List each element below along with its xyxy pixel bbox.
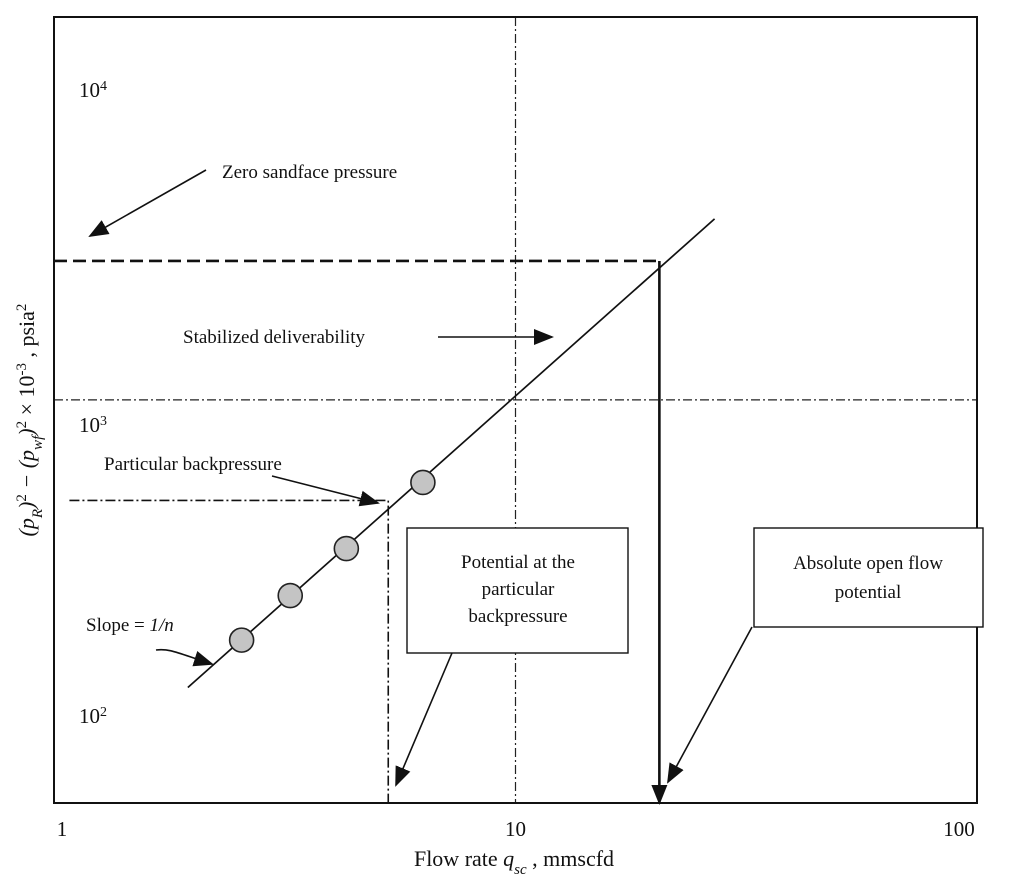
y-axis-title: (pR)2 − (pwf)2 × 10-3 , psia2 xyxy=(14,304,46,537)
stabilized-deliverability-label: Stabilized deliverability xyxy=(183,327,366,348)
x-tick-labels: 1 10 100 xyxy=(57,817,975,841)
potential-callout-arrow xyxy=(395,652,453,787)
aof-callout-arrow xyxy=(667,626,753,784)
particular-backpressure-label: Particular backpressure xyxy=(104,454,282,475)
zero-sandface-label: Zero sandface pressure xyxy=(222,162,397,183)
plot-frame xyxy=(53,16,978,804)
y-tick-label-1000: 103 xyxy=(79,413,107,437)
data-point-3 xyxy=(333,535,360,562)
potential-callout-line-3: backpressure xyxy=(468,606,567,627)
x-tick-label-1: 1 xyxy=(57,817,68,841)
potential-callout-line-1: Potential at the xyxy=(461,552,575,573)
aof-callout-line-1: Absolute open flow xyxy=(793,553,943,574)
y-tick-label-10000: 104 xyxy=(79,78,107,102)
zero-sandface-arrow xyxy=(88,169,207,237)
potential-callout-box xyxy=(406,527,629,654)
potential-callout-line-2: particular xyxy=(482,579,555,600)
data-points xyxy=(228,469,436,653)
slope-arrow xyxy=(155,648,214,667)
data-point-1 xyxy=(228,627,255,653)
aof-callout-box xyxy=(753,527,984,628)
x-tick-label-10: 10 xyxy=(505,817,526,841)
data-point-2 xyxy=(277,582,304,609)
deliverability-line xyxy=(187,218,716,689)
slope-label: Slope = 1/n xyxy=(86,615,174,636)
y-tick-label-100: 102 xyxy=(79,704,107,728)
data-point-4 xyxy=(410,469,436,496)
aof-callout-line-2: potential xyxy=(835,582,901,603)
x-tick-label-100: 100 xyxy=(943,817,975,841)
y-tick-labels: 102 103 104 xyxy=(79,78,107,728)
particular-backpressure-arrow xyxy=(271,475,380,507)
x-axis-title: Flow rate qsc , mmscfd xyxy=(414,846,614,876)
